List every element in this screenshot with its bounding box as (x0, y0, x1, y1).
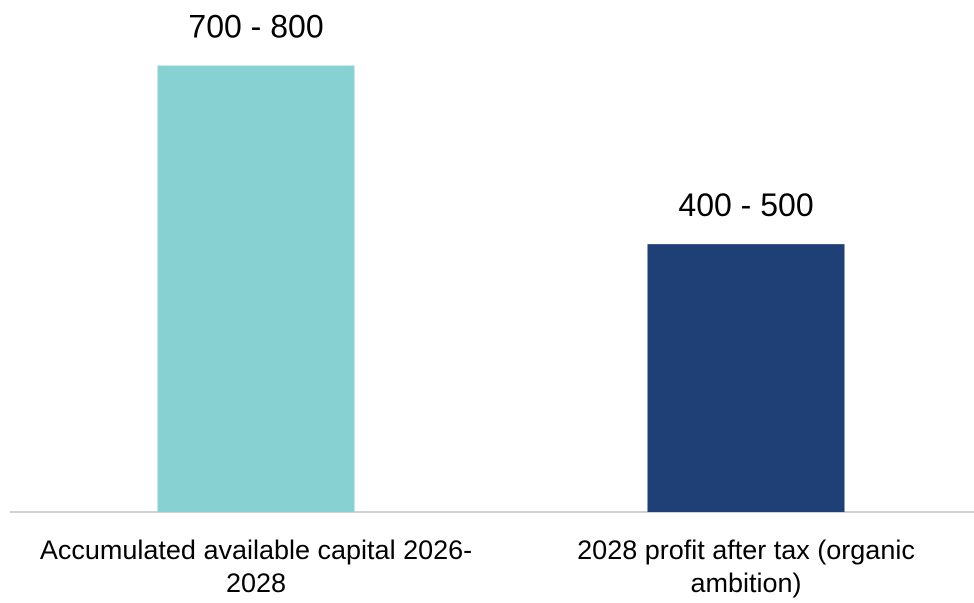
bar (157, 65, 355, 513)
value-label: 400 - 500 (678, 187, 813, 223)
bar (647, 244, 845, 512)
value-label: 700 - 800 (188, 9, 323, 45)
x-tick-label: Accumulated available capital 2026-2028 (39, 535, 473, 598)
x-tick-label: 2028 profit after tax (organic ambition) (577, 535, 915, 598)
